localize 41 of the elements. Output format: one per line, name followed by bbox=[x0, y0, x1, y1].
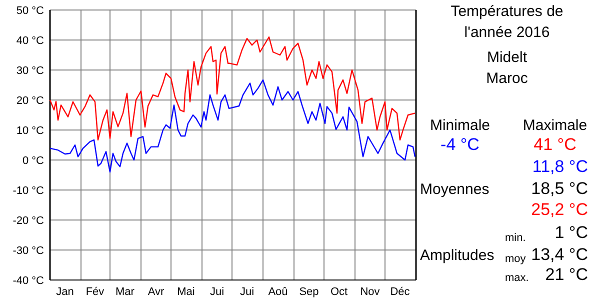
y-tick-label: 40 °C bbox=[16, 35, 44, 47]
text: 18,5 °C bbox=[531, 179, 588, 198]
x-tick-label: Avr bbox=[148, 286, 164, 298]
text: 25,2 °C bbox=[531, 200, 588, 219]
x-tick-label: Déc bbox=[390, 286, 410, 298]
y-tick-label: 0 °C bbox=[22, 155, 44, 167]
y-tick-label: -20 °C bbox=[12, 215, 44, 227]
text: max. bbox=[505, 272, 529, 284]
text: -4 °C bbox=[440, 135, 480, 154]
text: Amplitudes bbox=[420, 247, 494, 264]
text: 41 °C bbox=[534, 135, 576, 154]
text: 1 °C bbox=[554, 223, 588, 242]
text: Maximale bbox=[522, 117, 588, 134]
x-tick-label: Fév bbox=[86, 286, 105, 298]
x-tick-label: Nov bbox=[360, 286, 380, 298]
x-tick-label: Jui bbox=[240, 286, 254, 298]
y-tick-label: 30 °C bbox=[16, 65, 44, 77]
text: Minimale bbox=[430, 117, 490, 134]
line-series bbox=[49, 79, 416, 173]
y-tick-label: -10 °C bbox=[12, 185, 44, 197]
text: Températures de l'année 2016 bbox=[450, 3, 564, 41]
y-tick-label: 10 °C bbox=[16, 125, 44, 137]
x-tick-label: Aoû bbox=[268, 286, 288, 298]
text: 13,4 °C bbox=[531, 245, 588, 264]
text: Moyennes bbox=[420, 181, 490, 198]
text: min. bbox=[505, 232, 526, 244]
y-tick-label: -30 °C bbox=[12, 245, 44, 257]
text: 21 °C bbox=[545, 265, 588, 284]
x-tick-label: Jui bbox=[210, 286, 224, 298]
y-tick-label: 20 °C bbox=[16, 95, 44, 107]
y-tick-label: 50 °C bbox=[16, 5, 44, 17]
x-tick-label: Jan bbox=[56, 286, 74, 298]
x-tick-label: Mar bbox=[116, 286, 135, 298]
text: 11,8 °C bbox=[532, 157, 588, 176]
x-tick-label: Mai bbox=[177, 286, 195, 298]
text: Midelt Maroc bbox=[486, 49, 528, 87]
y-tick-label: -40 °C bbox=[12, 275, 44, 287]
x-tick-label: Sep bbox=[299, 286, 319, 298]
x-tick-label: Oct bbox=[330, 286, 348, 298]
text: moy bbox=[505, 253, 526, 265]
line-series bbox=[49, 36, 416, 140]
